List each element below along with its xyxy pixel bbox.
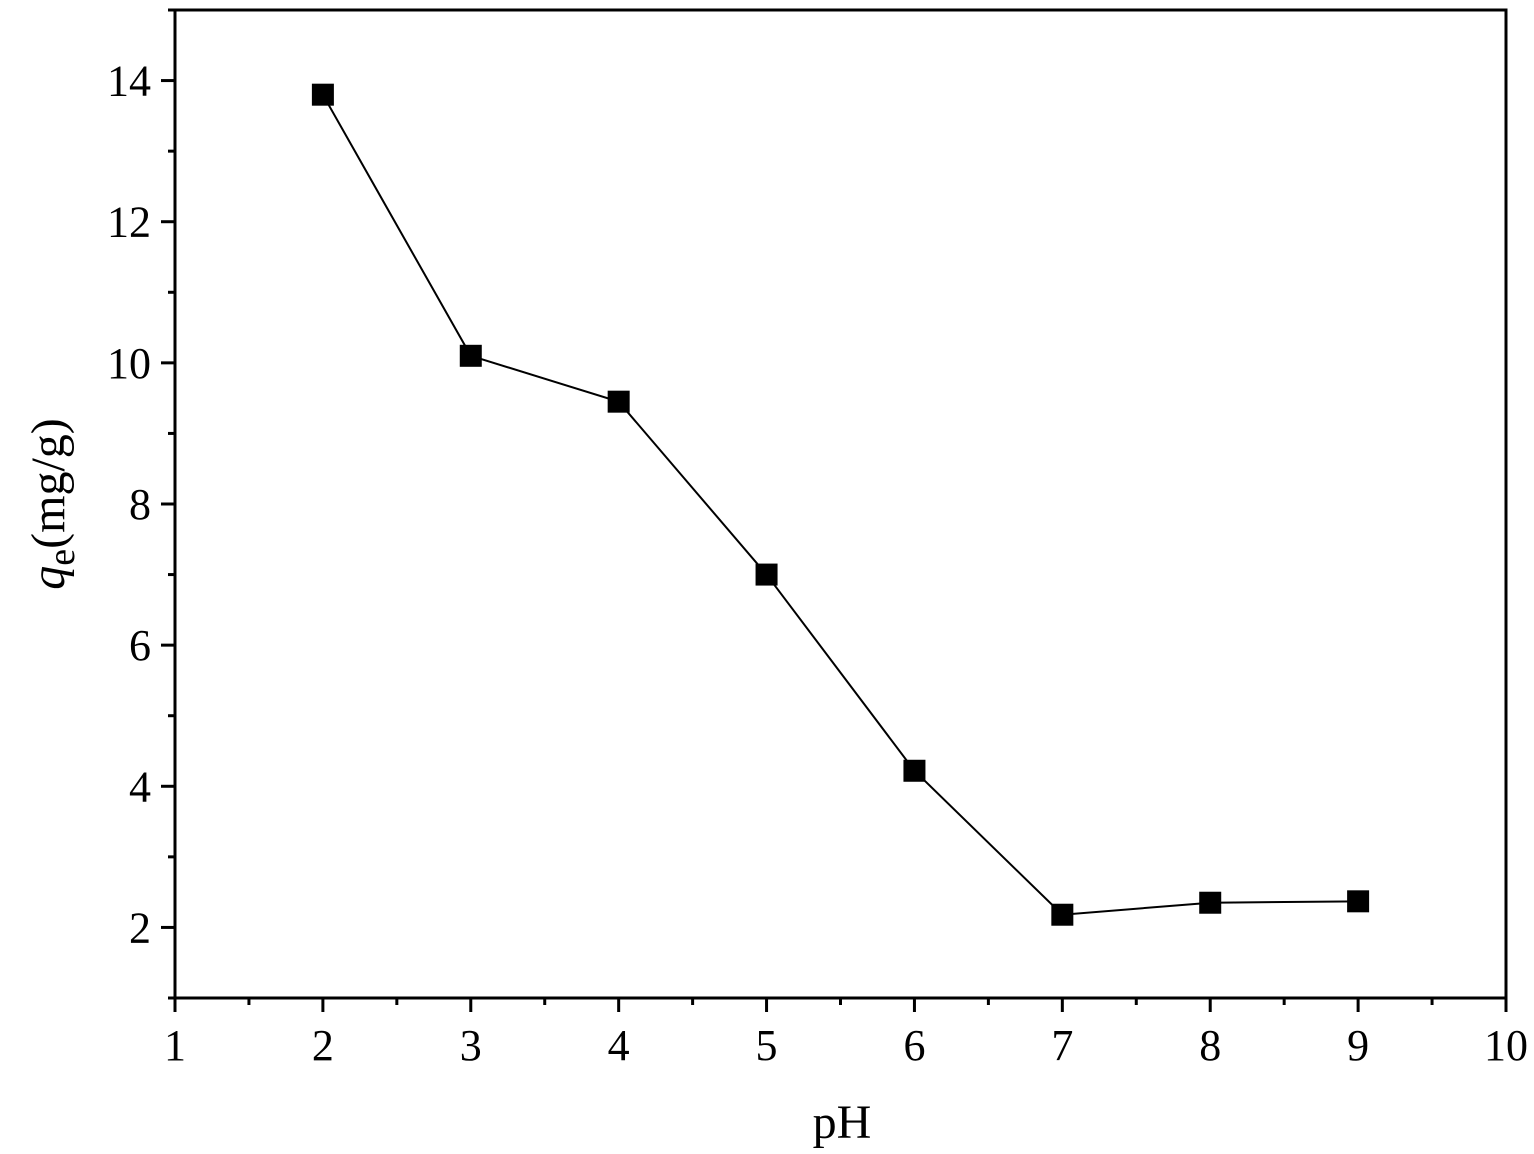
y-axis-ticks: 2 4 6 8 10 12 14 <box>107 8 175 1000</box>
plot-frame <box>173 8 1508 1000</box>
x-tick-label: 1 <box>164 1021 186 1070</box>
x-tick-label: 10 <box>1484 1021 1528 1070</box>
x-tick-label: 5 <box>756 1021 778 1070</box>
series-line <box>322 94 1359 916</box>
y-axis-title-subscript: e <box>41 549 83 566</box>
x-tick-label: 4 <box>608 1021 630 1070</box>
x-tick-label: 6 <box>903 1021 925 1070</box>
data-point <box>755 563 778 586</box>
data-point <box>903 759 926 782</box>
y-tick-label: 14 <box>107 57 151 106</box>
y-axis-title: qe(mg/g) <box>22 418 83 590</box>
y-tick-label: 6 <box>129 621 151 670</box>
y-tick-label: 10 <box>107 339 151 388</box>
x-tick-label: 2 <box>312 1021 334 1070</box>
data-point <box>1051 903 1074 926</box>
x-axis-ticks: 1 2 3 4 5 6 7 8 9 10 <box>164 998 1528 1070</box>
data-point <box>459 344 482 367</box>
data-point <box>1199 891 1222 914</box>
x-axis-title: pH <box>813 1096 872 1149</box>
y-tick-label: 12 <box>107 198 151 247</box>
y-tick-label: 4 <box>129 762 151 811</box>
y-axis-title-unit: (mg/g) <box>22 418 75 549</box>
data-point <box>1347 890 1370 913</box>
x-tick-label: 9 <box>1347 1021 1369 1070</box>
series-group <box>311 83 1370 926</box>
y-tick-label: 2 <box>129 903 151 952</box>
y-tick-label: 8 <box>129 480 151 529</box>
y-axis-title-symbol: q <box>22 566 75 590</box>
data-point <box>311 83 334 106</box>
data-point <box>607 390 630 413</box>
x-tick-label: 3 <box>460 1021 482 1070</box>
x-tick-label: 8 <box>1199 1021 1221 1070</box>
x-tick-label: 7 <box>1051 1021 1073 1070</box>
